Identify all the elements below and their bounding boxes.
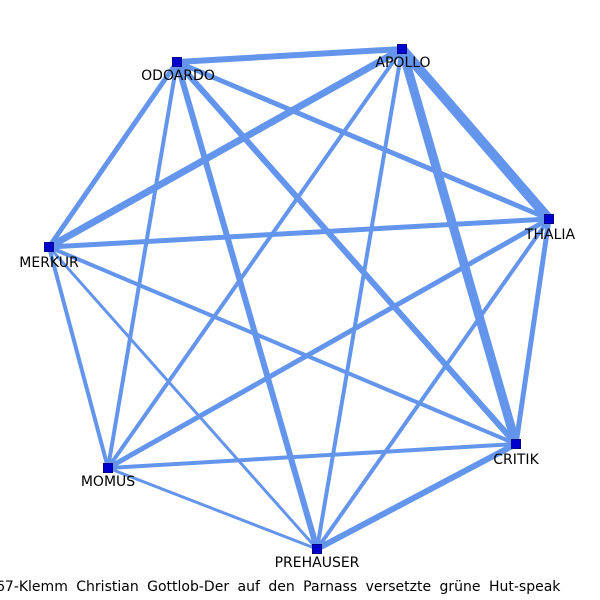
edge-apollo-momus xyxy=(106,47,404,470)
edge-merkur-critik xyxy=(48,245,517,446)
labels-layer: APOLLO ODOARDO MERKUR MOMUS PREHAUSER CRITIK T… xyxy=(19,55,575,571)
edge-apollo-thalia xyxy=(398,45,553,223)
edge-apollo-odoardo xyxy=(176,46,403,65)
edge-merkur-thalia xyxy=(48,216,550,250)
edge-odoardo-critik xyxy=(174,60,519,446)
node-label-momus: MOMUS xyxy=(81,474,135,490)
node-label-thalia: THALIA xyxy=(524,227,576,243)
edge-merkur-prehauser xyxy=(47,246,319,550)
node-merkur xyxy=(44,242,54,252)
node-critik xyxy=(511,439,521,449)
edge-thalia-momus xyxy=(106,216,551,471)
graph-caption: 67-Klemm Christian Gottlob-Der auf den P… xyxy=(0,579,561,595)
node-prehauser xyxy=(312,544,322,554)
node-label-critik: CRITIK xyxy=(493,452,539,468)
edge-momus-prehauser xyxy=(107,466,318,551)
nodes-layer xyxy=(44,44,554,554)
edge-odoardo-prehauser xyxy=(174,61,320,550)
node-label-odoardo: ODOARDO xyxy=(141,68,215,84)
node-thalia xyxy=(544,214,554,224)
edge-thalia-critik xyxy=(513,218,552,445)
node-label-merkur: MERKUR xyxy=(19,255,79,271)
node-label-apollo: APOLLO xyxy=(375,55,430,71)
edge-apollo-merkur xyxy=(47,45,404,251)
node-label-prehauser: PREHAUSER xyxy=(275,555,360,571)
edge-apollo-critik xyxy=(397,47,521,446)
edge-merkur-momus xyxy=(47,246,110,469)
edge-critik-prehauser xyxy=(315,441,518,552)
node-apollo xyxy=(397,44,407,54)
edge-apollo-prehauser xyxy=(315,48,404,550)
node-odoardo xyxy=(172,57,182,67)
node-momus xyxy=(103,463,113,473)
edge-odoardo-thalia xyxy=(176,59,550,222)
edge-odoardo-merkur xyxy=(46,60,180,249)
edge-thalia-prehauser xyxy=(315,217,551,551)
edge-critik-momus xyxy=(107,442,517,470)
edges-layer xyxy=(46,45,553,552)
edge-odoardo-momus xyxy=(106,61,179,469)
